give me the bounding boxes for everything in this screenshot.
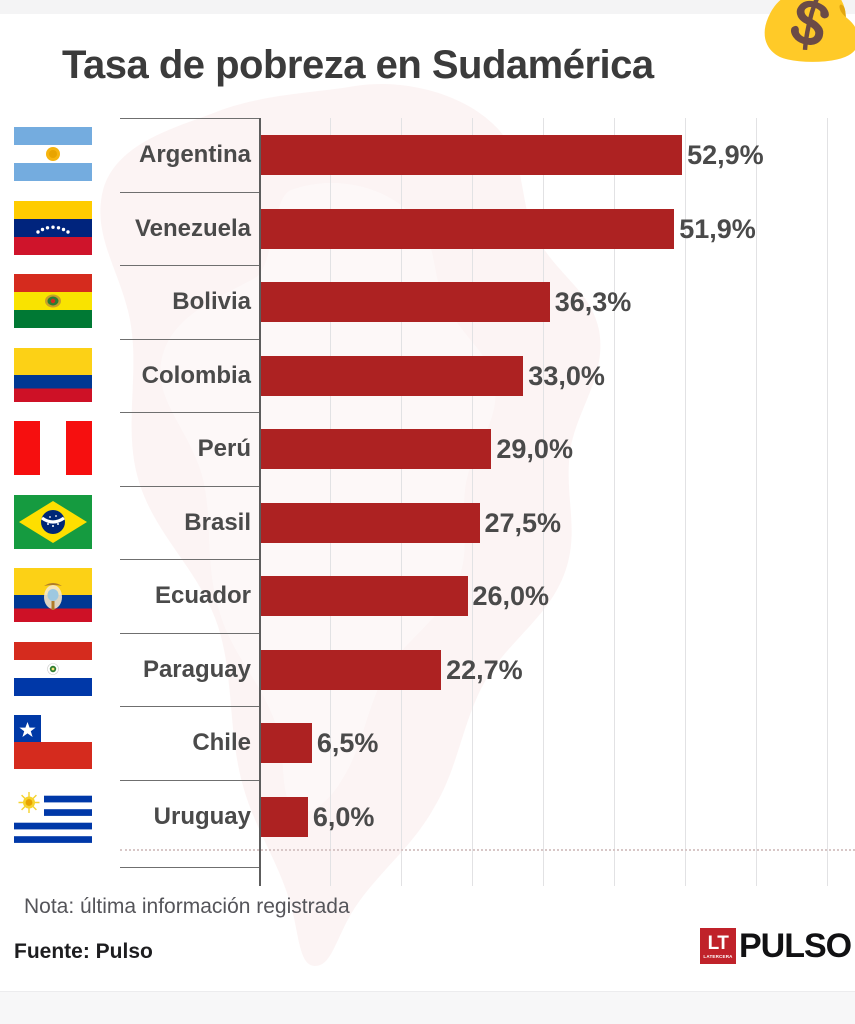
brasil-flag-icon [14,494,92,549]
venezuela-flag-icon [14,200,92,255]
row-separator [120,265,259,266]
chart-row: Uruguay 6,0% [0,779,855,854]
row-separator [120,118,259,119]
gridline [827,118,829,886]
peru-flag-icon [14,421,92,475]
latercera-mark-icon: LT LATERCERA [700,928,736,964]
baseline-dotted-rule [120,849,855,851]
bar-value-label: 36,3% [554,287,632,317]
footer-note: Nota: última información registrada [24,895,350,918]
bar [260,208,675,249]
bar-value-label: 22,7% [446,654,523,685]
category-label: Venezuela [134,214,251,242]
bottom-edge-strip [0,992,855,1024]
bolivia-flag-icon [14,274,92,328]
chart-row: Ecuador 26,0% [0,559,855,633]
chart-row: Chile 6,5% [0,706,855,780]
chart-row: Bolivia 36,3% [0,265,855,339]
row-separator [120,706,259,707]
chart-row: Colombia 33,0% [0,338,855,413]
argentina-flag-icon [14,127,92,181]
bar-value-label: 27,5% [484,507,562,538]
row-separator [120,191,259,193]
pulso-wordmark: PULSO [739,927,852,965]
category-label: Colombia [141,361,251,389]
chart-rows: Argentina 52,9% Venezuela 51,9% Bolivia 36,3%… [0,118,855,886]
row-separator [120,779,259,781]
gridline [614,118,616,886]
chart-row: Perú 29,0% [0,412,855,486]
row-separator [120,867,259,868]
gridline [401,118,402,886]
pulso-logo: LT LATERCERA PULSO [700,927,852,965]
chart-value-axis [259,118,261,886]
latercera-mark-initials: LT [707,932,729,954]
chart-gridlines [259,118,855,886]
bar-value-label: 6,0% [312,801,375,832]
footer-source: Fuente: Pulso [14,940,153,963]
chart-row: Brasil 27,5% [0,485,855,560]
gridline [330,118,331,886]
bar [260,576,468,616]
page-title: Tasa de pobreza en Sudamérica [62,43,654,87]
bar-value-label: 26,0% [472,581,550,611]
row-separator [120,485,259,487]
row-separator [120,632,259,634]
gridline [472,118,474,886]
uruguay-flag-icon [14,788,92,843]
chile-flag-icon [14,715,92,769]
bar [260,796,308,837]
category-label: Paraguay [142,655,251,683]
bar [260,355,524,396]
chart-footer: Nota: última información registrada Fuen… [0,895,855,995]
row-separator [120,338,259,340]
bar-value-label: 51,9% [679,213,756,244]
category-label: Brasil [184,508,251,536]
bar-value-label: 6,5% [316,728,379,758]
category-label: Argentina [138,141,251,168]
chart-row: Argentina 52,9% [0,118,855,192]
bar-value-label: 29,0% [496,434,573,464]
bar [260,429,492,469]
bar [260,282,550,322]
top-edge-strip [0,0,855,14]
paraguay-flag-icon [14,641,92,696]
bar [260,649,442,690]
gridline [543,118,545,886]
ecuador-flag-icon [14,568,92,622]
chart-row: Paraguay 22,7% [0,632,855,707]
category-label: Perú [197,435,251,462]
bar [260,723,312,763]
gridline [756,118,758,886]
title-area: Tasa de pobreza en Sudamérica [0,36,855,106]
chart-plot-area: Argentina 52,9% Venezuela 51,9% Bolivia 36,3%… [0,118,855,886]
money-bag-icon: 💰 [752,0,855,63]
category-label: Ecuador [154,582,251,609]
bar [260,502,480,543]
chart-row: Venezuela 51,9% [0,191,855,266]
category-label: Bolivia [172,288,251,315]
category-label: Chile [192,729,251,756]
bar [260,135,683,175]
footer-divider [0,991,855,992]
category-label: Uruguay [153,802,251,830]
latercera-mark-name: LATERCERA [703,953,733,959]
bar-value-label: 33,0% [528,360,605,391]
row-separator [120,412,259,413]
colombia-flag-icon [14,347,92,402]
row-separator [120,559,259,560]
gridline [685,118,687,886]
bar-value-label: 52,9% [687,140,764,170]
